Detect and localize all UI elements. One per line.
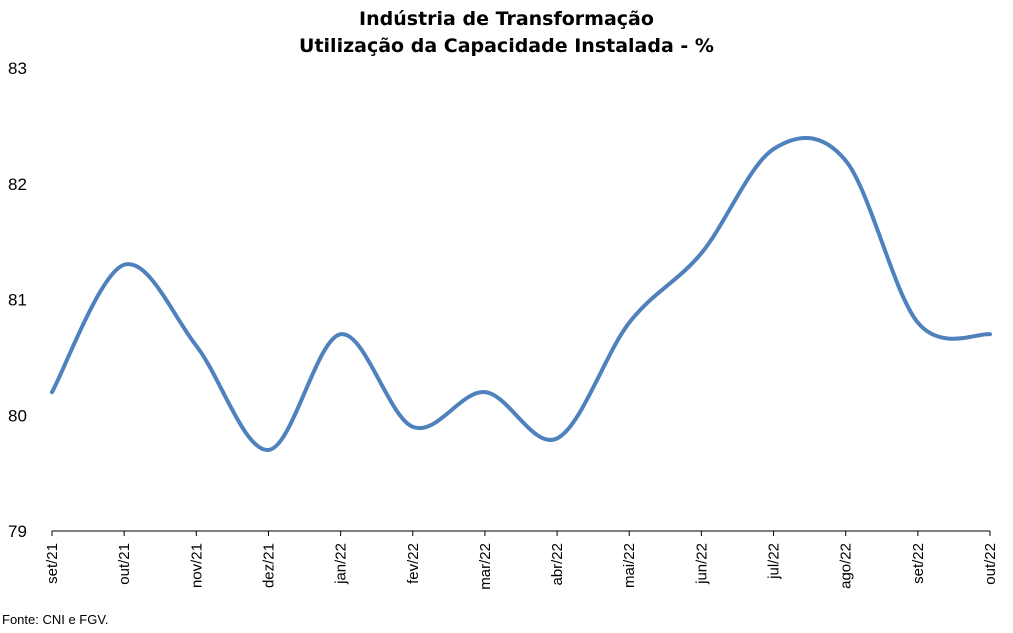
series-line [50, 136, 992, 452]
x-axis-ticks [51, 531, 991, 536]
x-tick-label: fev/22 [405, 543, 422, 584]
chart-subtitle: Utilização da Capacidade Instalada - % [299, 35, 714, 57]
x-tick-label: nov/21 [188, 543, 205, 588]
source-note: Fonte: CNI e FGV. [2, 612, 109, 627]
x-tick-label: set/22 [910, 543, 927, 584]
x-tick-label: abr/22 [549, 543, 566, 586]
series-group [50, 136, 992, 452]
y-tick-label: 81 [8, 291, 27, 310]
x-tick-label: mai/22 [621, 543, 638, 588]
x-tick-label: mar/22 [477, 543, 494, 590]
chart-title-block: Indústria de Transformação Utilização da… [0, 6, 1013, 60]
y-tick-label: 82 [8, 175, 27, 194]
x-tick-label: jun/22 [693, 543, 710, 585]
x-tick-label: jul/22 [766, 543, 783, 580]
x-tick-label: out/22 [982, 543, 999, 585]
y-tick-label: 83 [8, 59, 27, 78]
x-axis-tick-labels: set/21 out/21 nov/21 dez/21 jan/22 fev/22 mar/… [44, 543, 999, 590]
x-tick-label: set/21 [44, 543, 61, 584]
chart-title: Indústria de Transformação [359, 8, 654, 30]
x-tick-label: jan/22 [333, 543, 350, 585]
y-tick-label: 79 [8, 522, 27, 541]
x-tick-label: ago/22 [838, 543, 855, 589]
x-tick-label: dez/21 [260, 543, 277, 588]
x-tick-label: out/21 [116, 543, 133, 585]
y-axis-tick-labels: 79 80 81 82 83 [8, 59, 27, 541]
y-tick-label: 80 [8, 406, 27, 425]
